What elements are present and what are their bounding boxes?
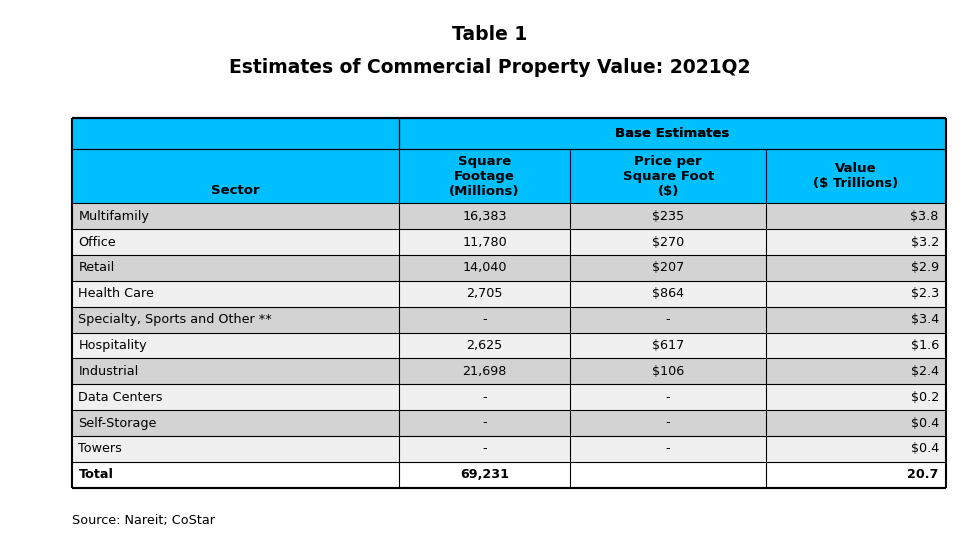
Text: 20.7: 20.7 (907, 468, 939, 481)
Text: $2.9: $2.9 (910, 262, 939, 274)
Text: Data Centers: Data Centers (78, 391, 163, 404)
Text: Price per
Square Foot
($): Price per Square Foot ($) (622, 155, 713, 198)
Text: $0.4: $0.4 (910, 417, 939, 430)
Text: Table 1: Table 1 (453, 25, 527, 44)
Text: Base Estimates: Base Estimates (615, 127, 730, 140)
Text: 11,780: 11,780 (463, 236, 507, 249)
Text: Source: Nareit; CoStar: Source: Nareit; CoStar (72, 514, 215, 527)
Text: Specialty, Sports and Other **: Specialty, Sports and Other ** (78, 313, 272, 326)
Text: 2,705: 2,705 (466, 287, 503, 300)
Text: -: - (665, 417, 670, 430)
Text: -: - (665, 391, 670, 404)
Text: -: - (665, 313, 670, 326)
Text: Square
Footage
(Millions): Square Footage (Millions) (450, 155, 519, 198)
Text: -: - (482, 313, 487, 326)
Text: Office: Office (78, 236, 116, 249)
Text: $617: $617 (652, 339, 684, 352)
Text: $1.6: $1.6 (910, 339, 939, 352)
Text: -: - (482, 391, 487, 404)
Text: Base Estimates: Base Estimates (615, 127, 730, 140)
Text: Estimates of Commercial Property Value: 2021Q2: Estimates of Commercial Property Value: … (229, 58, 751, 77)
Text: 2,625: 2,625 (466, 339, 503, 352)
Text: Total: Total (78, 468, 114, 481)
Text: $235: $235 (652, 210, 684, 223)
Text: 21,698: 21,698 (463, 365, 507, 378)
Text: $270: $270 (652, 236, 684, 249)
Text: -: - (665, 442, 670, 455)
Text: Health Care: Health Care (78, 287, 154, 300)
Text: $106: $106 (652, 365, 684, 378)
Text: Retail: Retail (78, 262, 115, 274)
Text: $0.4: $0.4 (910, 442, 939, 455)
Text: $864: $864 (652, 287, 684, 300)
Text: 16,383: 16,383 (463, 210, 507, 223)
Text: $0.2: $0.2 (910, 391, 939, 404)
Text: $3.4: $3.4 (910, 313, 939, 326)
Text: -: - (482, 442, 487, 455)
Text: Value
($ Trillions): Value ($ Trillions) (813, 162, 899, 190)
Text: $2.3: $2.3 (910, 287, 939, 300)
Text: 14,040: 14,040 (463, 262, 507, 274)
Text: Towers: Towers (78, 442, 122, 455)
Text: $2.4: $2.4 (910, 365, 939, 378)
Text: Hospitality: Hospitality (78, 339, 147, 352)
Text: -: - (482, 417, 487, 430)
Text: Self-Storage: Self-Storage (78, 417, 157, 430)
Text: $3.8: $3.8 (910, 210, 939, 223)
Text: Industrial: Industrial (78, 365, 138, 378)
Text: Sector: Sector (211, 184, 260, 197)
Text: $3.2: $3.2 (910, 236, 939, 249)
Text: $207: $207 (652, 262, 684, 274)
Text: Multifamily: Multifamily (78, 210, 149, 223)
Text: 69,231: 69,231 (460, 468, 509, 481)
